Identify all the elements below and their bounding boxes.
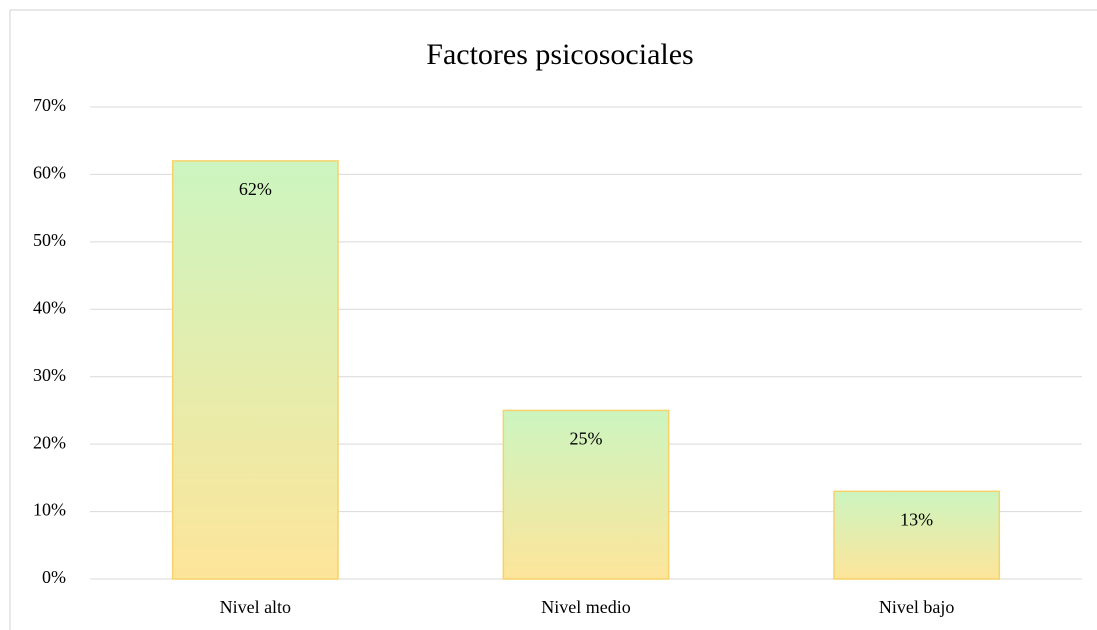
y-tick-label: 30%: [33, 365, 66, 385]
y-tick-label: 20%: [33, 432, 66, 452]
data-label: 13%: [900, 509, 933, 529]
data-label: 25%: [570, 429, 603, 449]
bar: [502, 409, 670, 580]
y-tick-label: 60%: [33, 163, 66, 183]
data-label: 62%: [239, 179, 272, 199]
y-tick-label: 70%: [33, 95, 66, 115]
x-tick-label: Nivel medio: [541, 597, 630, 617]
x-tick-label: Nivel alto: [220, 597, 291, 617]
y-tick-label: 50%: [33, 230, 66, 250]
y-tick-label: 0%: [42, 567, 66, 587]
bar: [833, 490, 1001, 580]
bar: [171, 160, 339, 580]
y-tick-label: 10%: [33, 500, 66, 520]
x-tick-label: Nivel bajo: [879, 597, 954, 617]
y-tick-label: 40%: [33, 297, 66, 317]
chart-title: Factores psicosociales: [426, 38, 693, 71]
